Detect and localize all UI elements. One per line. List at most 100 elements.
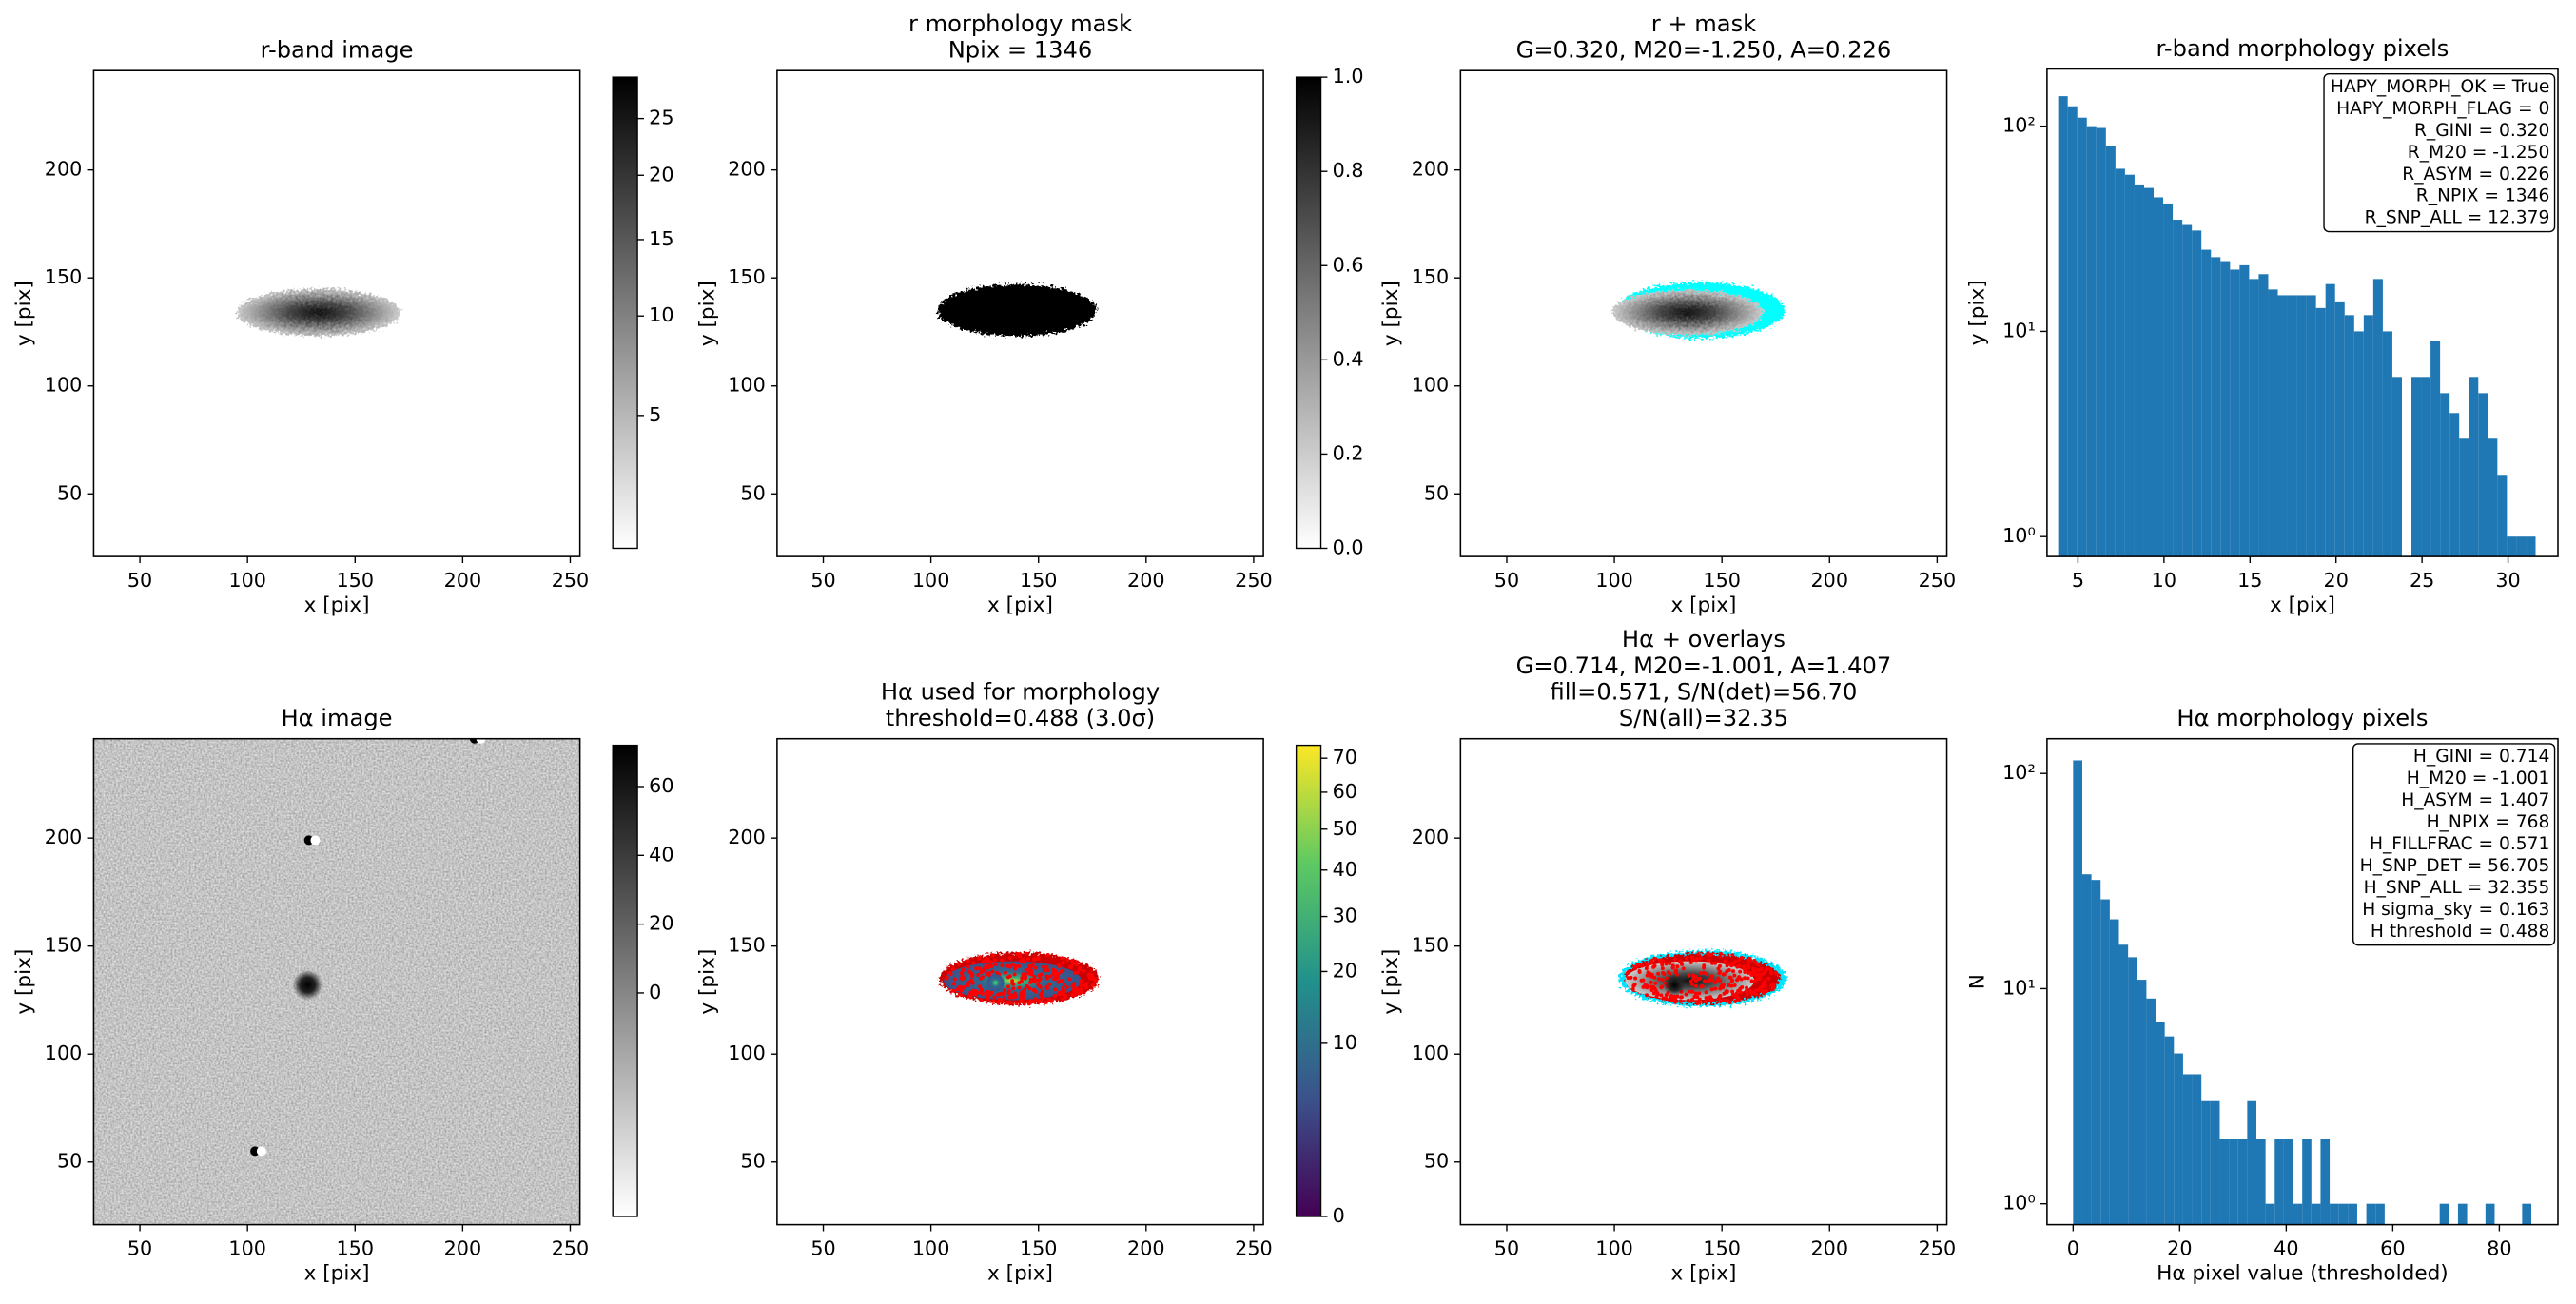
mask-pixel <box>1028 977 1033 982</box>
mask-pixel <box>1730 992 1735 997</box>
mask-pixel <box>1755 967 1760 972</box>
histogram-bar <box>2372 279 2383 557</box>
x-tick-label: 250 <box>552 569 590 592</box>
mask-pixel <box>1649 984 1653 989</box>
mask-pixel <box>1746 976 1750 981</box>
histogram-bar <box>2391 377 2402 557</box>
histogram-bar <box>2469 377 2479 557</box>
histogram-bar <box>2182 1074 2193 1225</box>
mask-pixel <box>1706 979 1710 983</box>
mask-pixel <box>1070 961 1075 965</box>
mask-pixel <box>1079 979 1083 983</box>
histogram-bar <box>2375 1203 2385 1225</box>
stats-line: R_SNP_ALL = 12.379 <box>2365 208 2550 228</box>
mask-pixel <box>1042 968 1046 973</box>
mask-pixel <box>982 966 986 971</box>
mask-pixel <box>1058 992 1063 997</box>
x-axis-label: x [pix] <box>304 594 370 617</box>
mask-pixel <box>959 988 964 993</box>
mask-pixel <box>1649 961 1654 965</box>
mask-pixel <box>1745 992 1749 997</box>
mask-pixel <box>1052 977 1057 982</box>
mask-pixel <box>981 960 986 964</box>
mask-pixel <box>1070 992 1075 997</box>
mask-pixel <box>977 956 982 961</box>
histogram-bar <box>2526 536 2536 557</box>
mask-pixel <box>971 961 976 965</box>
mask-pixel <box>1703 1000 1708 1004</box>
mask-pixel <box>1633 976 1638 981</box>
mask-pixel <box>1024 967 1028 972</box>
mask-pixel <box>1645 963 1649 967</box>
y-axis-label: y [pix] <box>695 949 719 1015</box>
y-tick-label: 200 <box>1412 158 1450 181</box>
histogram-bar <box>2192 1074 2202 1225</box>
mask-pixel <box>1041 964 1045 969</box>
mask-pixel <box>1019 999 1024 1003</box>
x-axis-label: x [pix] <box>1670 1261 1736 1285</box>
mask-pixel <box>1090 983 1095 987</box>
plot-content <box>2058 96 2536 557</box>
plot-content <box>937 284 1097 337</box>
mask-pixel <box>945 975 949 980</box>
x-tick-label: 150 <box>336 569 374 592</box>
mask-pixel <box>1041 996 1045 1001</box>
mask-pixel <box>1692 995 1697 999</box>
mask-pixel <box>1661 959 1666 963</box>
mask-pixel <box>986 994 990 999</box>
mask-pixel <box>1758 987 1763 992</box>
mask-pixel <box>1684 956 1688 961</box>
stats-line: R_ASYM = 0.226 <box>2402 165 2549 185</box>
mask-pixel <box>1007 995 1012 1000</box>
mask-pixel <box>1651 964 1656 969</box>
mask-pixel <box>1005 963 1010 968</box>
mask-pixel <box>1077 991 1082 996</box>
mask-pixel <box>1022 996 1026 1001</box>
mask-pixel <box>1702 970 1707 975</box>
mask-pixel <box>1697 997 1702 1002</box>
y-axis-label: y [pix] <box>1965 280 1989 345</box>
mask-pixel <box>995 970 1000 975</box>
image-feature <box>310 835 321 846</box>
mask-pixel <box>977 990 982 995</box>
x-tick-label: 200 <box>444 569 482 592</box>
mask-pixel <box>969 992 974 997</box>
stats-line: H_SNP_DET = 56.705 <box>2360 856 2550 876</box>
mask-pixel <box>1027 986 1032 991</box>
mask-pixel <box>962 985 966 990</box>
colorbar <box>1295 744 1322 1217</box>
mask-pixel <box>1063 983 1066 987</box>
mask-pixel <box>1738 990 1743 995</box>
histogram-bar <box>2334 301 2345 557</box>
colorbar-tick-label: 10 <box>649 303 673 326</box>
mask-pixel <box>1758 972 1763 977</box>
mask-pixel <box>1657 958 1662 963</box>
mask-pixel <box>1674 968 1679 973</box>
stats-line: H_SNP_ALL = 32.355 <box>2364 878 2550 898</box>
x-tick-label: 150 <box>1703 1236 1741 1259</box>
histogram-bar <box>2105 146 2116 557</box>
histogram-bar <box>2258 274 2269 557</box>
histogram-bar <box>2115 168 2125 557</box>
mask-pixel <box>1025 951 1029 956</box>
mask-pixel <box>1725 969 1729 974</box>
mask-pixel <box>1721 972 1726 977</box>
mask-pixel <box>1725 989 1729 994</box>
x-tick-label: 25 <box>2410 569 2434 592</box>
x-tick-label: 150 <box>1020 569 1058 592</box>
mask-pixel <box>1689 997 1694 1002</box>
mask-pixel <box>1034 989 1039 994</box>
mask-pixel <box>1735 978 1740 983</box>
mask-pixel <box>1074 988 1079 993</box>
stats-line: H_M20 = -1.001 <box>2407 769 2550 788</box>
mask-pixel <box>1020 976 1025 981</box>
mask-pixel <box>1071 983 1076 988</box>
mask-pixel <box>1702 965 1707 970</box>
chart-title: fill=0.571, S/N(det)=56.70 <box>1550 678 1857 705</box>
mask-pixel <box>1753 973 1758 978</box>
mask-pixel <box>1689 955 1694 960</box>
y-tick-label: 200 <box>728 158 766 181</box>
mask-pixel <box>1698 971 1703 976</box>
mask-pixel <box>1727 1001 1732 1005</box>
